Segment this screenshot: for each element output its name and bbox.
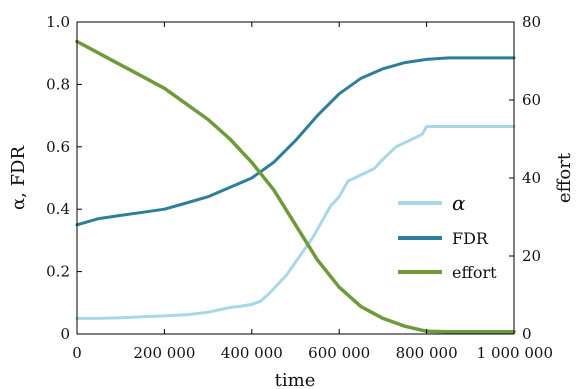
series-line-fdr [75,56,516,227]
y-left-tick-label: 0.6 [46,138,70,156]
legend: α FDR effort [398,191,497,282]
y-axis-right-title: effort [554,152,575,203]
series-line-effort [75,39,516,334]
x-tick-label: 400 000 [221,344,283,362]
x-tick-label: 0 [72,344,82,362]
y-right-tick-label: 40 [522,169,541,187]
x-axis-title: time [275,370,316,389]
x-tick-label: 1 000 000 [477,344,553,362]
y-left-tick-label: 0 [60,325,70,343]
y-axis-left-title: α, FDR [8,146,29,211]
x-tick-label: 200 000 [133,344,195,362]
y-left-tick-label: 1.0 [46,13,70,31]
ticks-layer: 0 200 000 400 000 600 000 800 000 1 000 00000… [46,13,553,362]
y-right-tick-label: 80 [522,13,541,31]
y-left-tick-label: 0.4 [46,200,70,218]
x-tick-label: 600 000 [308,344,370,362]
series-layer [75,39,516,334]
legend-label-effort: effort [452,263,497,282]
y-right-tick-label: 0 [522,325,532,343]
plot-area [75,21,516,335]
legend-label-alpha: α [452,191,466,215]
y-left-tick-label: 0.2 [46,263,70,281]
x-tick-label: 800 000 [396,344,458,362]
y-right-tick-label: 60 [522,91,541,109]
y-right-tick-label: 20 [522,247,541,265]
plot-frame [76,21,515,335]
y-left-tick-label: 0.8 [46,75,70,93]
legend-label-fdr: FDR [452,229,489,248]
